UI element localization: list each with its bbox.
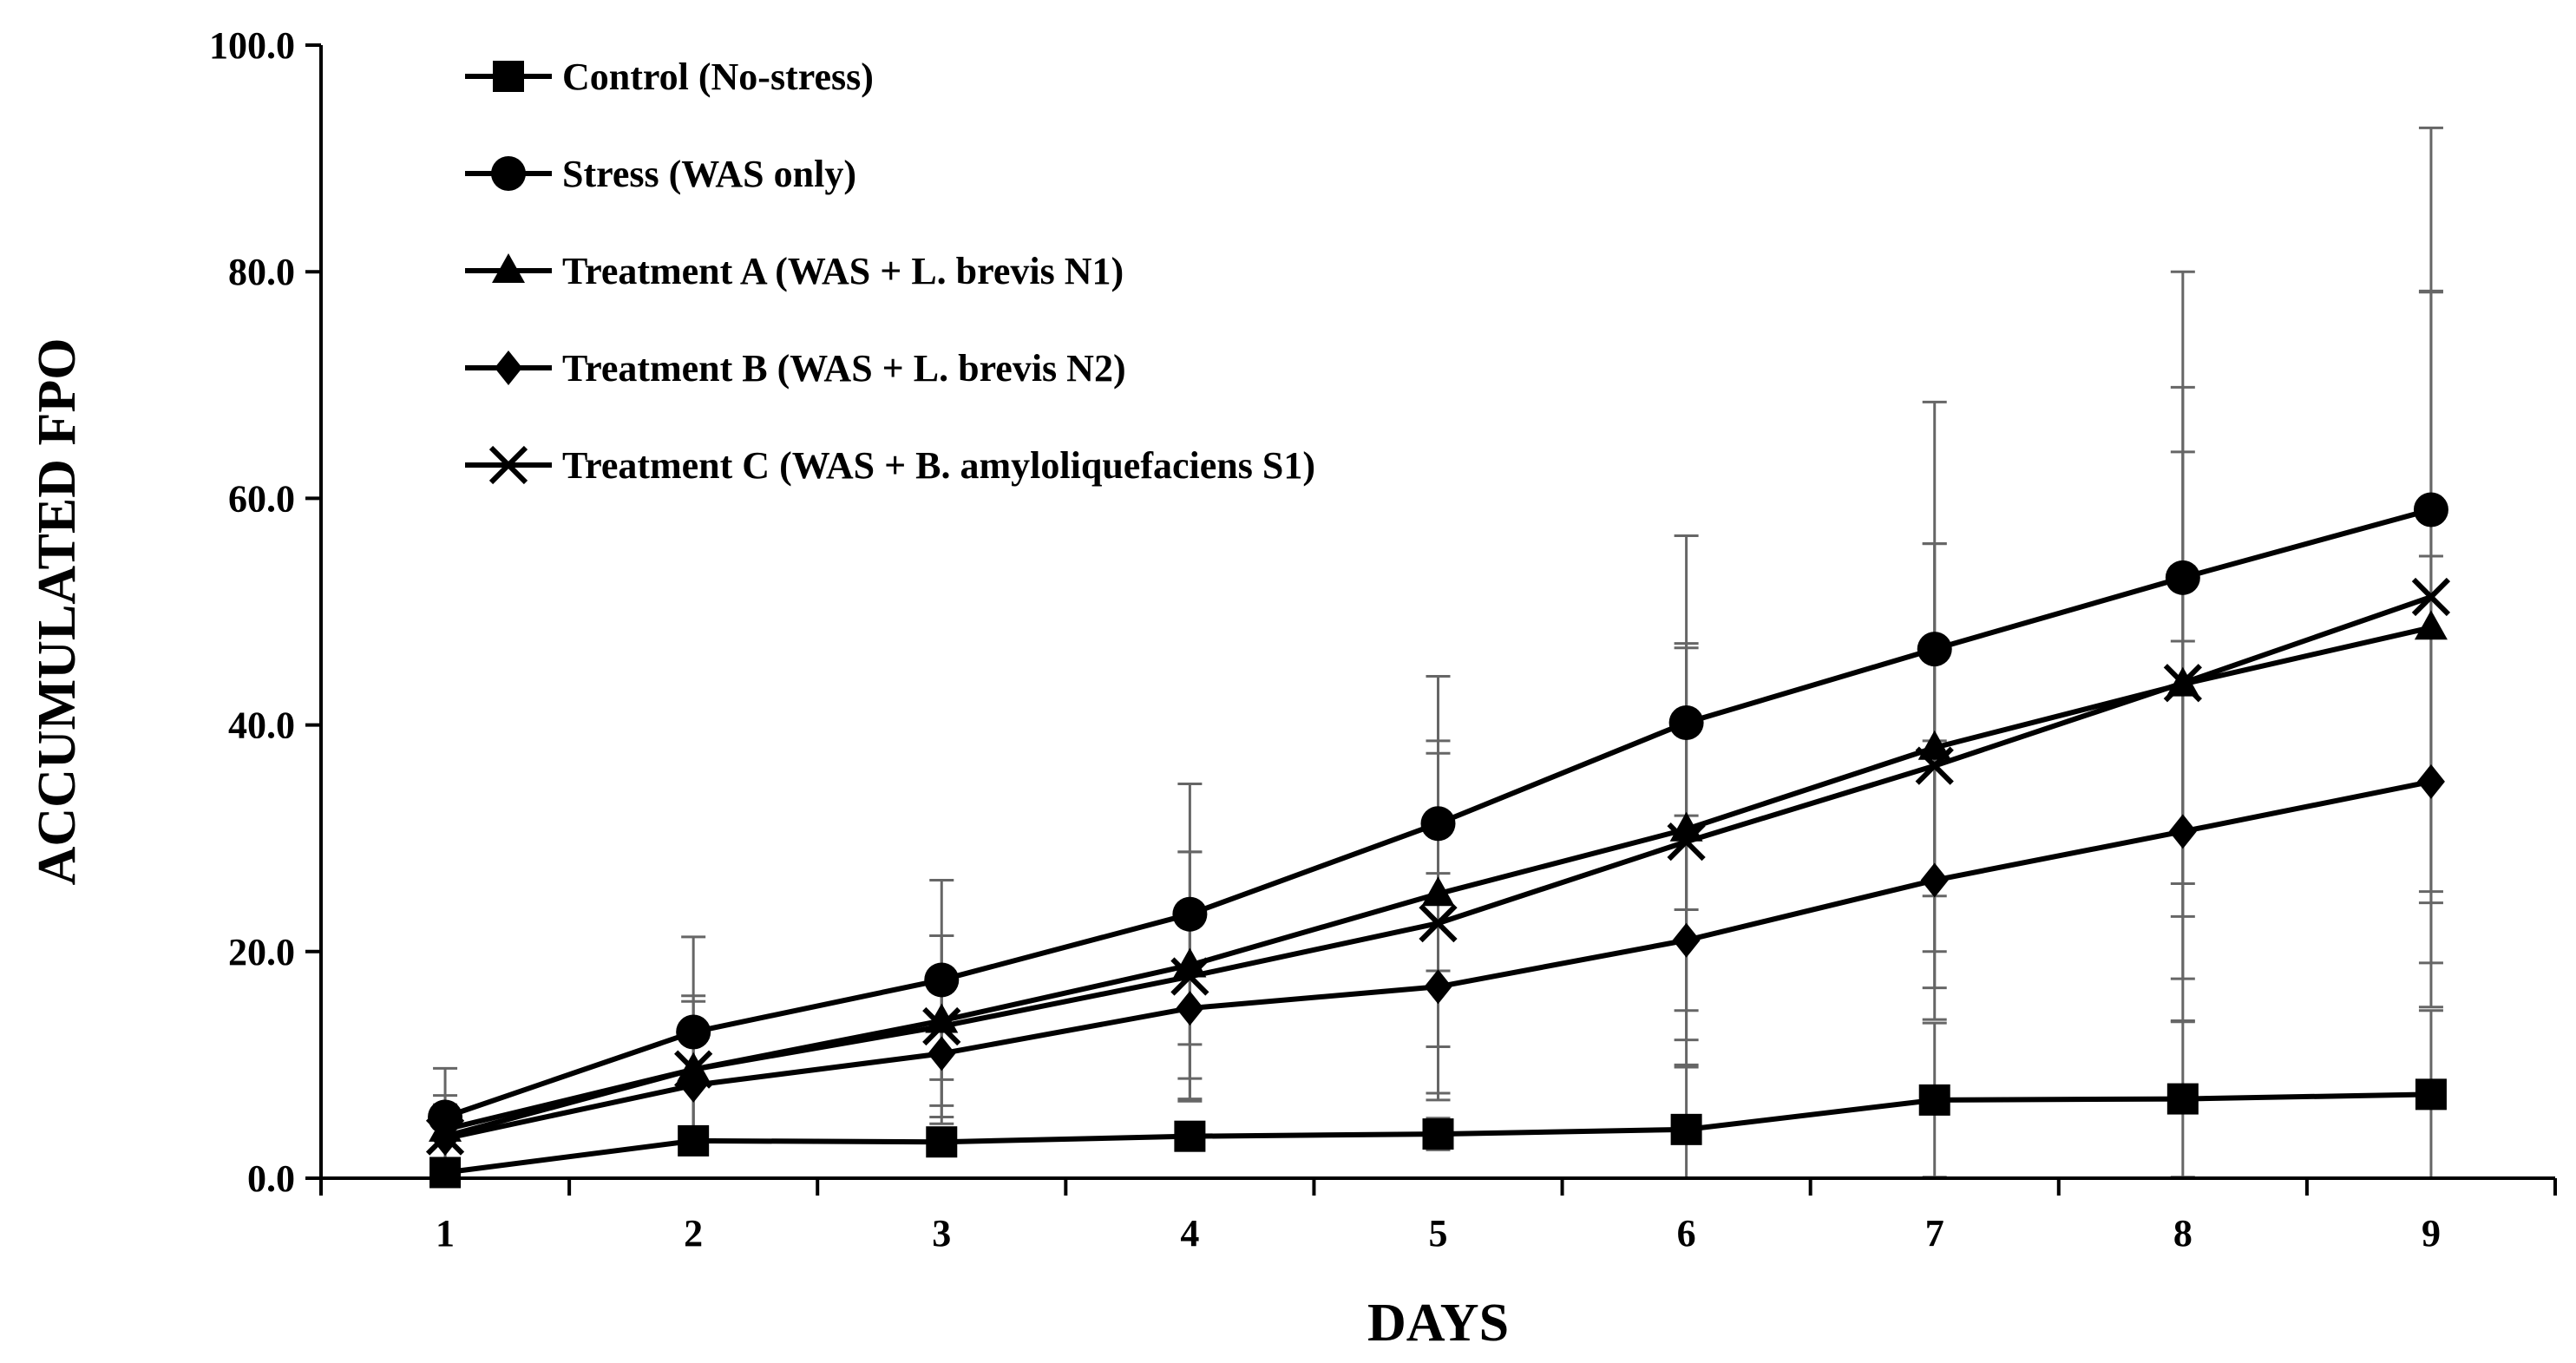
data-point-circle: [924, 962, 960, 998]
data-point-circle: [1668, 704, 1704, 740]
data-point-x: [674, 1050, 713, 1089]
data-point-diamond: [927, 1036, 956, 1071]
legend-item: Treatment A (WAS + L. brevis N1): [465, 250, 1124, 292]
x-tick-label: 3: [932, 1212, 951, 1255]
x-tick-label: 9: [2422, 1212, 2441, 1255]
x-marker-stroke: [1419, 904, 1458, 943]
data-point-square: [678, 1124, 710, 1157]
legend-label: Treatment C (WAS + B. amyloliquefaciens …: [562, 444, 1315, 487]
data-point-triangle: [2414, 610, 2448, 640]
x-axis-title: DAYS: [1367, 1294, 1509, 1353]
x-tick-label: 2: [684, 1212, 703, 1255]
x-marker-stroke: [674, 1050, 713, 1089]
data-point-square: [2166, 1083, 2199, 1115]
x-tick-label: 7: [1925, 1212, 1944, 1255]
x-tick-label: 8: [2173, 1212, 2193, 1255]
data-point-square: [1422, 1118, 1454, 1150]
legend-item: Control (No-stress): [465, 56, 874, 98]
legend-item: Stress (WAS only): [465, 153, 856, 195]
legend-marker-triangle: [492, 253, 525, 283]
data-point-circle: [1917, 632, 1952, 667]
y-tick-label: 0.0: [247, 1157, 295, 1200]
data-point-square: [926, 1126, 958, 1158]
legend-marker-circle: [491, 156, 526, 191]
data-point-circle: [1172, 896, 1208, 932]
data-point-x: [425, 1117, 465, 1156]
data-point-diamond: [2416, 763, 2445, 799]
legend-label: Control (No-stress): [562, 56, 874, 98]
y-tick-label: 60.0: [228, 477, 295, 520]
x-marker-stroke: [2411, 577, 2451, 617]
data-point-circle: [2165, 560, 2200, 595]
data-point-circle: [1420, 806, 1456, 842]
data-point-x: [1419, 904, 1458, 943]
x-ticks: 1 2 3 4 5 6 7 8 9: [319, 1178, 2557, 1255]
data-point-x: [922, 1006, 961, 1046]
data-point-diamond: [1424, 969, 1452, 1005]
x-tick-label: 5: [1429, 1212, 1448, 1255]
legend-marker-diamond: [495, 351, 522, 385]
legend: Control (No-stress) Stress (WAS only) Trea…: [465, 56, 1315, 487]
data-point-diamond: [1672, 922, 1701, 958]
data-point-diamond: [1920, 862, 1949, 898]
data-point-circle: [676, 1014, 711, 1050]
legend-item: Treatment B (WAS + L. brevis N2): [465, 347, 1126, 390]
data-point-square: [1918, 1084, 1950, 1116]
data-point-diamond: [1176, 991, 1204, 1026]
data-point-circle: [2413, 492, 2448, 528]
legend-marker-x: [488, 445, 528, 485]
legend-label: Stress (WAS only): [562, 153, 856, 195]
legend-label: Treatment B (WAS + L. brevis N2): [562, 347, 1126, 390]
axes: [319, 45, 2555, 1180]
data-point-x: [1915, 746, 1954, 785]
x-marker-stroke: [2163, 664, 2202, 703]
data-point-square: [2415, 1078, 2447, 1111]
series-markers: [425, 492, 2451, 1189]
x-marker-stroke: [488, 445, 528, 485]
data-point-triangle: [925, 1003, 959, 1033]
y-tick-label: 20.0: [228, 931, 295, 973]
x-marker-stroke: [1667, 822, 1706, 862]
data-point-triangle: [1917, 730, 1951, 760]
data-point-x: [1667, 822, 1706, 862]
x-marker-stroke: [425, 1117, 465, 1156]
data-point-x: [1170, 957, 1209, 996]
legend-label: Treatment A (WAS + L. brevis N1): [562, 250, 1124, 292]
x-tick-label: 1: [436, 1212, 455, 1255]
data-point-x: [2411, 577, 2451, 617]
y-tick-label: 40.0: [228, 704, 295, 747]
x-tick-label: 6: [1677, 1212, 1696, 1255]
y-axis-title: ACCUMULATED FPO: [28, 338, 87, 886]
x-marker-stroke: [1915, 746, 1954, 785]
x-marker-stroke: [1170, 957, 1209, 996]
data-point-triangle: [1421, 876, 1455, 907]
y-tick-label: 100.0: [209, 24, 295, 67]
data-point-square: [1174, 1120, 1206, 1152]
data-point-square: [1670, 1113, 1702, 1145]
data-point-diamond: [2168, 814, 2197, 849]
legend-item: Treatment C (WAS + B. amyloliquefaciens …: [465, 444, 1315, 487]
data-point-square: [429, 1157, 462, 1189]
x-tick-label: 4: [1180, 1212, 1199, 1255]
y-ticks: 0.0 20.0 40.0 60.0 80.0 100.0: [209, 24, 321, 1200]
x-marker-stroke: [922, 1006, 961, 1046]
data-point-x: [2163, 664, 2202, 703]
legend-marker-square: [493, 61, 524, 92]
y-tick-label: 80.0: [228, 251, 295, 293]
